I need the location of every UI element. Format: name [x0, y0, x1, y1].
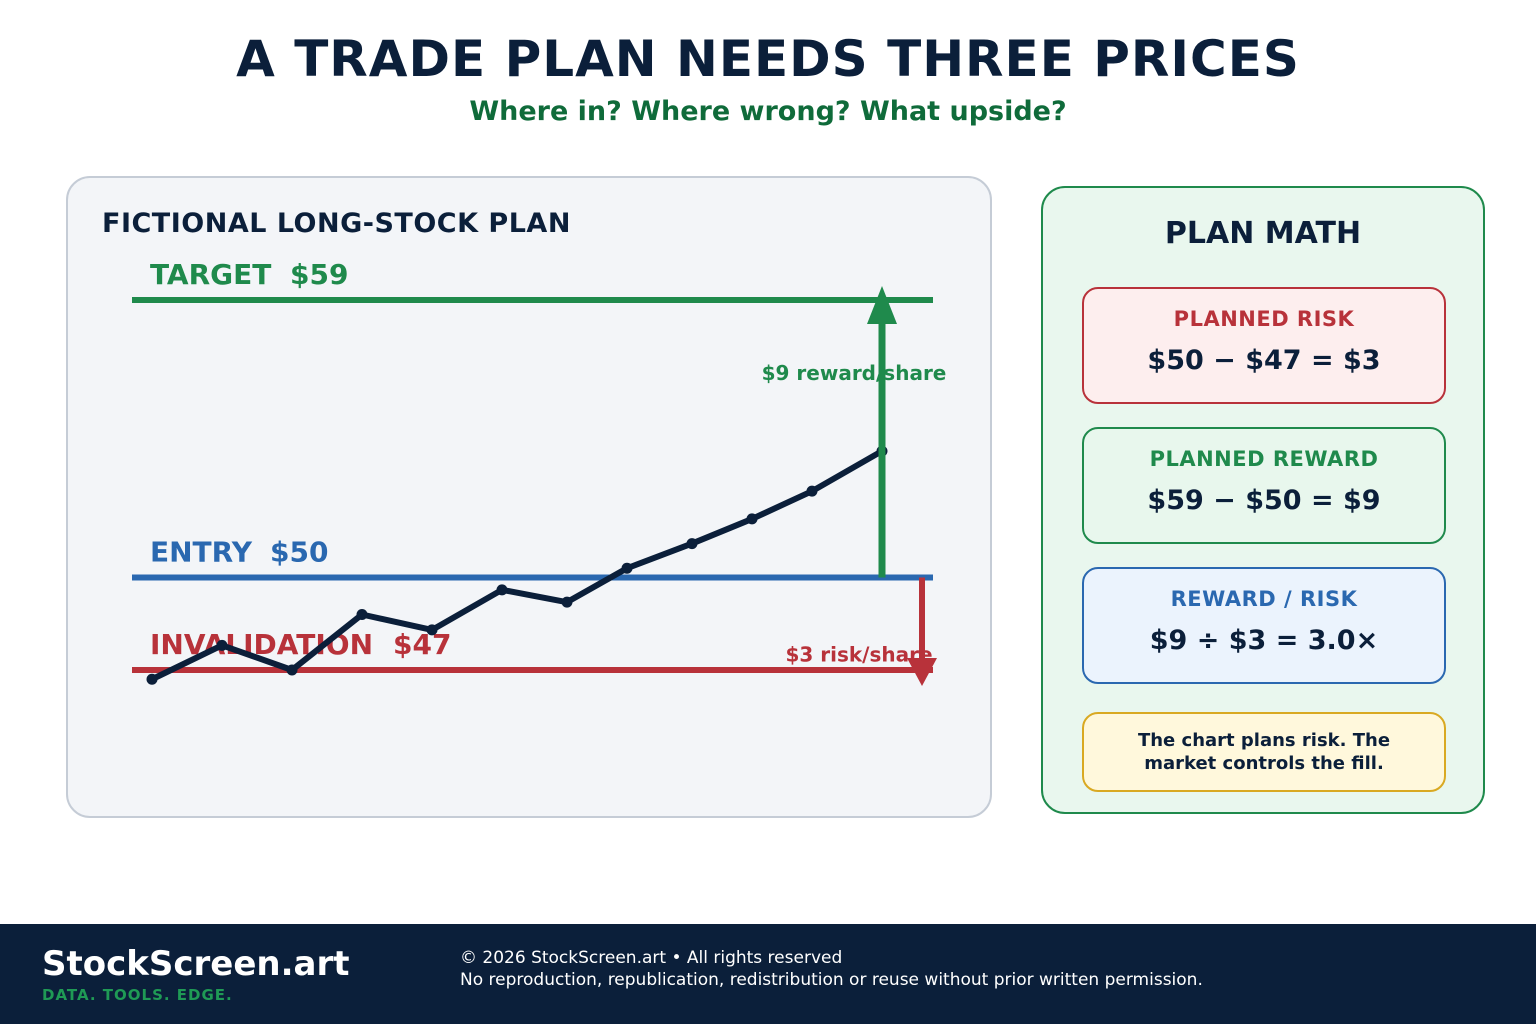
reward-arrow-head	[867, 286, 897, 324]
price-series-points	[146, 445, 888, 685]
reward-risk-card: REWARD / RISK $9 ÷ $3 = 3.0×	[1082, 567, 1446, 684]
price-point	[356, 609, 368, 620]
price-point	[426, 624, 438, 636]
reward-annotation: $9 reward/share	[762, 361, 947, 385]
planned-reward-equation: $59 − $50 = $9	[1147, 485, 1381, 516]
footer-brand: StockScreen.art	[42, 944, 350, 984]
price-point	[286, 664, 298, 676]
planned-reward-label: PLANNED REWARD	[1149, 447, 1379, 471]
planned-reward-card: PLANNED REWARD $59 − $50 = $9	[1082, 427, 1446, 544]
trade-plan-chart: FICTIONAL LONG-STOCK PLAN TARGET $59 ENT…	[102, 208, 947, 686]
plan-math-panel: PLAN MATH PLANNED RISK $50 − $47 = $3 PL…	[1041, 186, 1485, 814]
footer-copyright: © 2026 StockScreen.art • All rights rese…	[460, 948, 843, 968]
entry-label: ENTRY	[150, 536, 253, 569]
price-point	[806, 485, 818, 497]
chart-panel: FICTIONAL LONG-STOCK PLAN TARGET $59 ENT…	[66, 176, 992, 818]
planned-risk-equation: $50 − $47 = $3	[1147, 345, 1381, 376]
page-title: A TRADE PLAN NEEDS THREE PRICES	[236, 30, 1300, 88]
invalidation-value: $47	[393, 628, 451, 661]
planned-risk-label: PLANNED RISK	[1173, 307, 1355, 331]
footer-tagline: DATA. TOOLS. EDGE.	[42, 986, 233, 1004]
price-point	[746, 513, 758, 525]
page-subtitle: Where in? Where wrong? What upside?	[469, 96, 1067, 127]
target-label: TARGET	[150, 258, 271, 291]
planned-risk-card: PLANNED RISK $50 − $47 = $3	[1082, 287, 1446, 404]
price-point	[621, 562, 633, 574]
entry-value: $50	[270, 536, 328, 569]
price-point	[561, 596, 573, 608]
plan-math-title: PLAN MATH	[1164, 216, 1362, 251]
price-point	[146, 673, 158, 685]
price-series-line	[149, 448, 885, 683]
reward-risk-label: REWARD / RISK	[1170, 587, 1358, 611]
risk-arrow-head	[907, 658, 937, 686]
target-value: $59	[290, 258, 348, 291]
footer-legal: No reproduction, republication, redistri…	[460, 970, 1203, 990]
reward-risk-equation: $9 ÷ $3 = 3.0×	[1149, 625, 1379, 656]
plan-note: The chart plans risk. The market control…	[1082, 712, 1446, 792]
chart-title: FICTIONAL LONG-STOCK PLAN	[102, 208, 571, 239]
price-point	[216, 639, 228, 651]
price-point	[686, 538, 698, 550]
footer: StockScreen.art DATA. TOOLS. EDGE. © 202…	[0, 924, 1536, 1024]
risk-annotation: $3 risk/share	[785, 643, 932, 667]
price-point	[496, 584, 508, 596]
